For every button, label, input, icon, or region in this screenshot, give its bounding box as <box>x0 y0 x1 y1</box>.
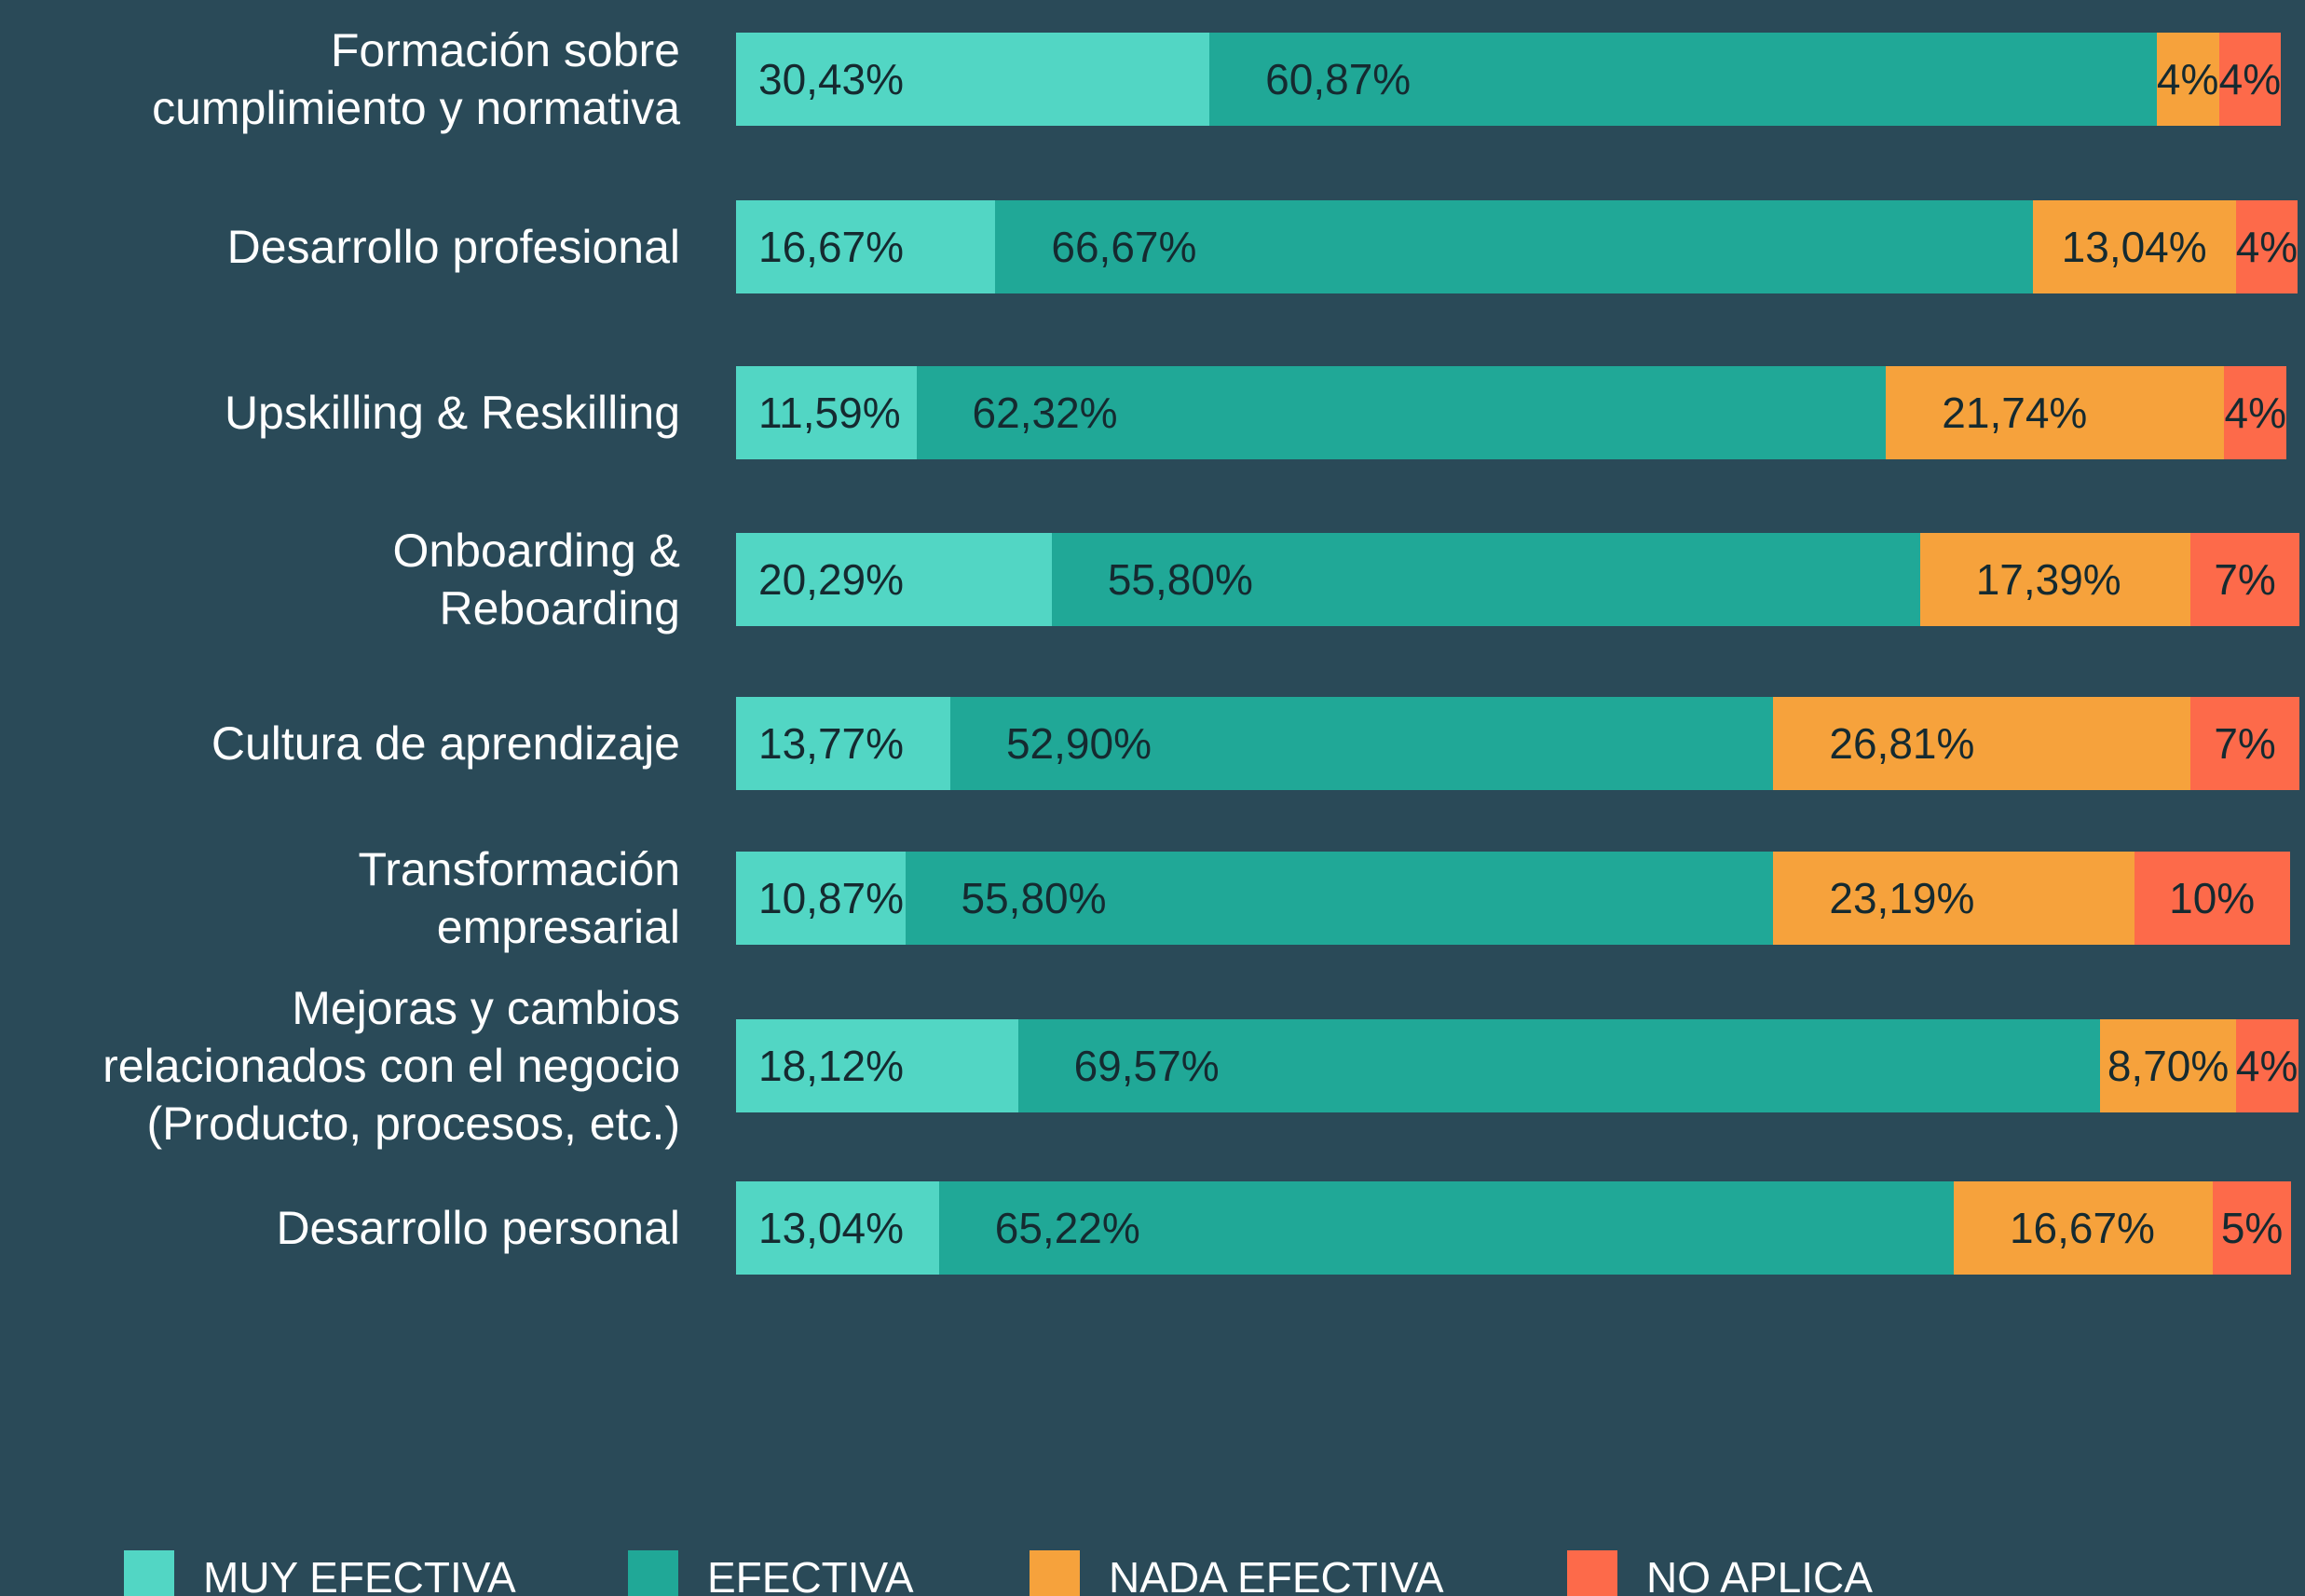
bar-segment <box>1773 852 2135 945</box>
category-label: Desarrollo personal <box>276 1202 680 1254</box>
value-label: 18,12% <box>758 1042 905 1090</box>
bar-segment <box>938 1181 1954 1275</box>
bar-segment <box>736 200 996 293</box>
bar-segment <box>736 366 917 459</box>
bar-segment <box>736 697 950 790</box>
value-label: 30,43% <box>758 55 905 103</box>
value-label: 10,87% <box>758 874 905 922</box>
legend-swatch <box>628 1550 678 1596</box>
value-label: 55,80% <box>961 874 1107 922</box>
value-label: 4% <box>2235 1042 2298 1090</box>
value-label: 13,77% <box>758 719 905 768</box>
bar-segment <box>1953 1181 2214 1275</box>
legend-swatch <box>1030 1550 1080 1596</box>
bar-segment <box>2190 697 2299 790</box>
category-label: Cultura de aprendizaje <box>211 717 680 770</box>
bar-segment <box>1919 533 2191 626</box>
value-label: 21,74% <box>1942 389 2088 437</box>
value-label: 66,67% <box>1051 223 1197 271</box>
legend-label: EFECTIVA <box>707 1553 914 1596</box>
value-label: 7% <box>2214 719 2276 768</box>
bar-segment <box>2032 200 2236 293</box>
value-label: 17,39% <box>1975 555 2121 604</box>
value-label: 11,59% <box>758 389 901 437</box>
bar-segment <box>1886 366 2225 459</box>
value-label: 8,70% <box>2107 1042 2230 1090</box>
category-label: Formación sobre cumplimiento y normativa <box>152 24 680 134</box>
value-label: 4% <box>2156 55 2219 103</box>
value-label: 55,80% <box>1107 555 1253 604</box>
bar-segment <box>2224 366 2287 459</box>
bar-segment <box>736 1019 1018 1112</box>
bar-segment <box>2235 200 2298 293</box>
value-label: 13,04% <box>2061 223 2207 271</box>
bar-segment <box>736 852 906 945</box>
legend-label: NADA EFECTIVA <box>1109 1553 1444 1596</box>
bar-segment <box>995 200 2033 293</box>
value-label: 62,32% <box>972 389 1118 437</box>
bar-segment <box>2235 1019 2298 1112</box>
bar-segment <box>1773 697 2191 790</box>
bar-segment <box>1209 33 2157 126</box>
value-label: 4% <box>2218 55 2282 103</box>
value-label: 60,87% <box>1265 55 1412 103</box>
category-label: Transformación empresarial <box>358 843 680 953</box>
legend-label: NO APLICA <box>1646 1553 1873 1596</box>
category-label: Desarrollo profesional <box>226 221 680 273</box>
value-label: 23,19% <box>1829 874 1975 922</box>
value-label: 20,29% <box>758 555 905 604</box>
value-label: 69,57% <box>1073 1042 1220 1090</box>
bar-segment <box>1051 533 1920 626</box>
bar-segment <box>1017 1019 2101 1112</box>
value-label: 65,22% <box>994 1204 1140 1252</box>
legend-swatch <box>124 1550 174 1596</box>
category-label: Onboarding & Reboarding <box>392 525 680 634</box>
bar-segment <box>905 852 1774 945</box>
bar-segment <box>916 366 1887 459</box>
value-label: 7% <box>2214 555 2276 604</box>
value-label: 26,81% <box>1829 719 1975 768</box>
value-label: 4% <box>2224 389 2286 437</box>
value-label: 52,90% <box>1005 719 1152 768</box>
category-label: Upskilling & Reskilling <box>224 387 680 439</box>
value-label: 16,67% <box>2009 1204 2155 1252</box>
bar-segment <box>2218 33 2282 126</box>
bar-segment <box>949 697 1774 790</box>
legend-label: MUY EFECTIVA <box>203 1553 516 1596</box>
category-label: Mejoras y cambios relacionados con el ne… <box>102 982 680 1150</box>
bar-segment <box>2213 1181 2291 1275</box>
bar-segment <box>736 1181 939 1275</box>
value-label: 13,04% <box>758 1204 905 1252</box>
value-label: 16,67% <box>758 223 905 271</box>
value-label: 5% <box>2220 1204 2284 1252</box>
bar-segment <box>736 533 1052 626</box>
bar-segment <box>2100 1019 2236 1112</box>
legend-swatch <box>1567 1550 1617 1596</box>
bar-segment <box>2134 852 2290 945</box>
bar-segment <box>736 33 1210 126</box>
value-label: 4% <box>2235 223 2298 271</box>
bar-segment <box>2156 33 2219 126</box>
value-label: 10% <box>2169 874 2256 922</box>
bar-segment <box>2190 533 2299 626</box>
